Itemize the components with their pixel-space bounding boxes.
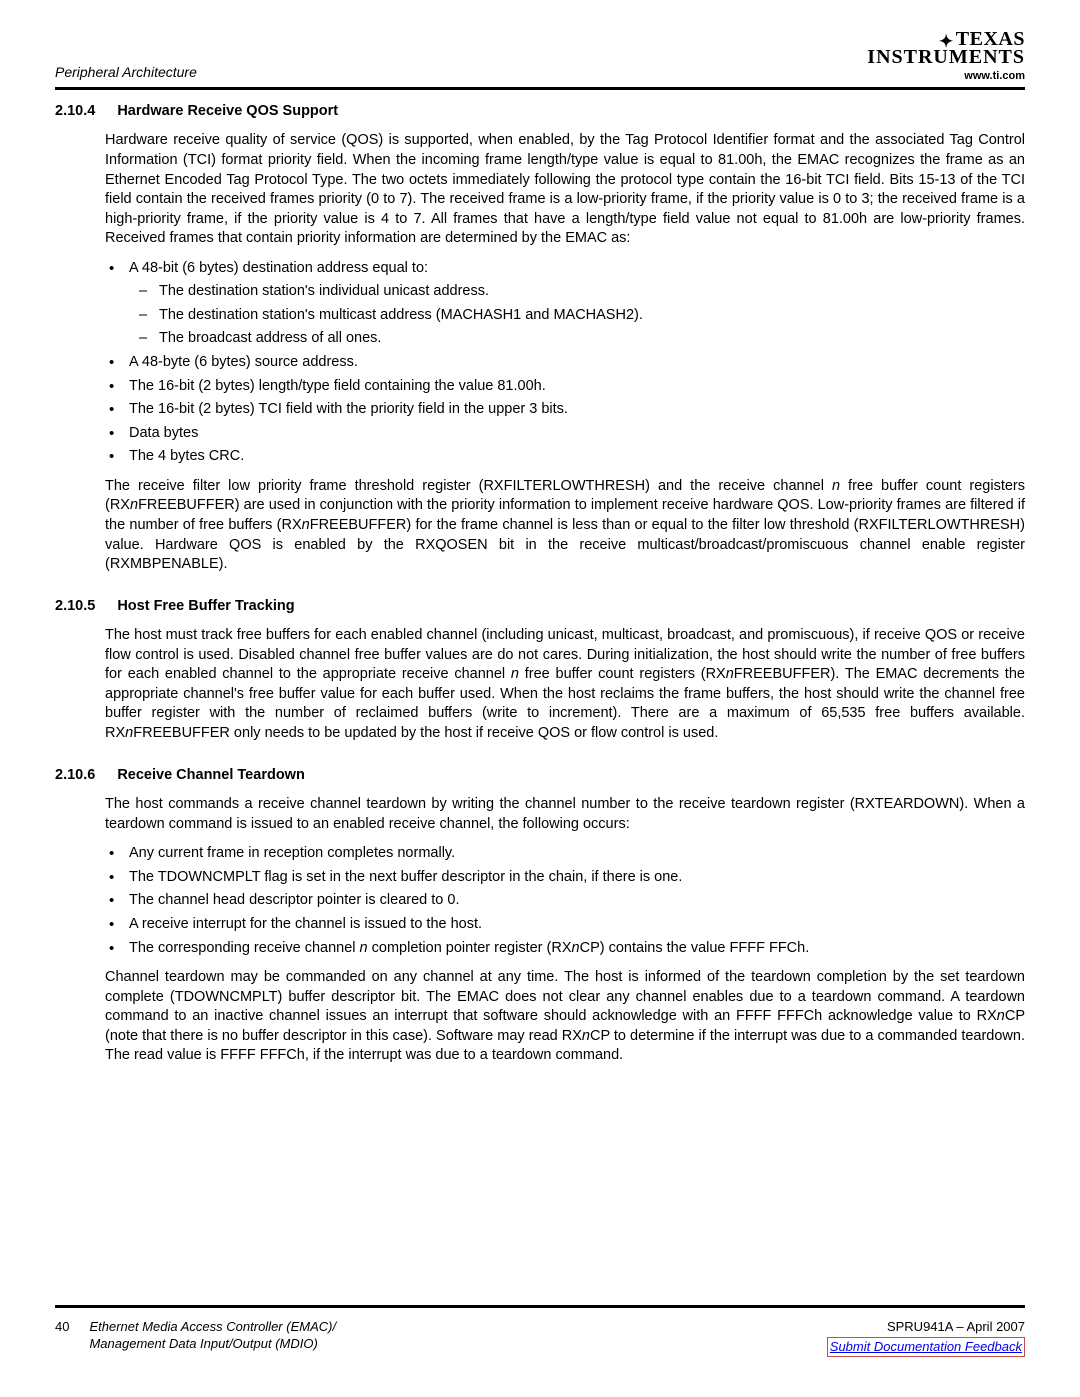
paragraph: Channel teardown may be commanded on any…: [105, 968, 1025, 1066]
list-item: A receive interrupt for the channel is i…: [105, 915, 1025, 935]
section-heading: Host Free Buffer Tracking: [117, 598, 294, 614]
list-item: The TDOWNCMPLT flag is set in the next b…: [105, 868, 1025, 888]
section-title: 2.10.5 Host Free Buffer Tracking: [55, 597, 1025, 617]
list-item: The 16-bit (2 bytes) length/type field c…: [105, 377, 1025, 397]
bullet-list: A 48-bit (6 bytes) destination address e…: [105, 259, 1025, 467]
footer-right: SPRU941A – April 2007 Submit Documentati…: [827, 1318, 1025, 1357]
feedback-link[interactable]: Submit Documentation Feedback: [827, 1337, 1025, 1357]
header-logo-block: ✦TEXAS INSTRUMENTS www.ti.com: [867, 30, 1025, 84]
page-footer: 40 Ethernet Media Access Controller (EMA…: [55, 1305, 1025, 1357]
bullet-list: Any current frame in reception completes…: [105, 844, 1025, 958]
list-item: Data bytes: [105, 424, 1025, 444]
ti-logo: ✦TEXAS INSTRUMENTS: [867, 30, 1025, 67]
sub-list: The destination station's individual uni…: [129, 282, 1025, 349]
section-title: 2.10.6 Receive Channel Teardown: [55, 766, 1025, 786]
list-item: A 48-byte (6 bytes) source address.: [105, 353, 1025, 373]
list-item: Any current frame in reception completes…: [105, 844, 1025, 864]
footer-rule: [55, 1305, 1025, 1308]
doc-id: SPRU941A – April 2007: [887, 1319, 1025, 1334]
page-number: 40: [55, 1318, 69, 1353]
section-title: 2.10.4 Hardware Receive QOS Support: [55, 102, 1025, 122]
list-item: The corresponding receive channel n comp…: [105, 939, 1025, 959]
paragraph: The host must track free buffers for eac…: [105, 626, 1025, 743]
header-rule: [55, 87, 1025, 90]
ti-url: www.ti.com: [867, 69, 1025, 84]
paragraph: The receive filter low priority frame th…: [105, 477, 1025, 575]
footer-left: 40 Ethernet Media Access Controller (EMA…: [55, 1318, 336, 1353]
section-heading: Receive Channel Teardown: [117, 767, 304, 783]
list-item: The 4 bytes CRC.: [105, 447, 1025, 467]
logo-text-bottom: INSTRUMENTS: [867, 48, 1025, 67]
list-item: The channel head descriptor pointer is c…: [105, 891, 1025, 911]
list-item: The 16-bit (2 bytes) TCI field with the …: [105, 400, 1025, 420]
section-2-10-4: 2.10.4 Hardware Receive QOS Support Hardw…: [55, 102, 1025, 575]
section-heading: Hardware Receive QOS Support: [117, 103, 338, 119]
doc-title: Ethernet Media Access Controller (EMAC)/…: [89, 1318, 336, 1353]
paragraph: The host commands a receive channel tear…: [105, 795, 1025, 834]
sub-list-item: The destination station's individual uni…: [129, 282, 1025, 302]
sub-list-item: The broadcast address of all ones.: [129, 329, 1025, 349]
header-section-name: Peripheral Architecture: [55, 63, 197, 84]
section-number: 2.10.6: [55, 766, 95, 786]
section-number: 2.10.5: [55, 597, 95, 617]
paragraph: Hardware receive quality of service (QOS…: [105, 131, 1025, 248]
page-header: Peripheral Architecture ✦TEXAS INSTRUMEN…: [55, 30, 1025, 84]
section-2-10-5: 2.10.5 Host Free Buffer Tracking The host…: [55, 597, 1025, 744]
sub-list-item: The destination station's multicast addr…: [129, 306, 1025, 326]
section-2-10-6: 2.10.6 Receive Channel Teardown The host …: [55, 766, 1025, 1066]
list-item: A 48-bit (6 bytes) destination address e…: [105, 259, 1025, 349]
section-number: 2.10.4: [55, 102, 95, 122]
